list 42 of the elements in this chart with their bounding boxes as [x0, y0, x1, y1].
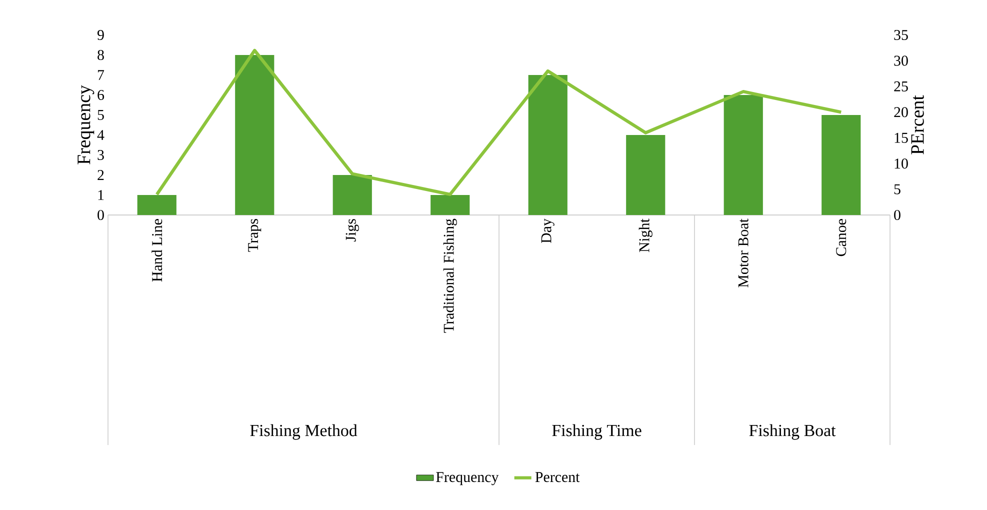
bar: [626, 135, 666, 215]
x-tick-label: Canoe: [836, 219, 846, 256]
y2-tick-label: 0: [894, 210, 900, 220]
y2-tick-label: 35: [894, 30, 908, 40]
y2-tick-label: 30: [894, 56, 908, 66]
legend-label: Percent: [535, 472, 580, 482]
y2-tick-label: 5: [894, 184, 900, 194]
y-tick-label: 6: [98, 90, 104, 100]
y-axis-title: Frequency: [78, 85, 94, 164]
y2-axis-title: PErcent: [911, 95, 924, 154]
text: Fishing Time: [552, 424, 642, 440]
text: Fishing Method: [250, 424, 358, 440]
bar: [235, 55, 274, 215]
y-tick-label: 4: [97, 130, 104, 140]
y-tick-label: 1: [98, 190, 104, 200]
line-series: [155, 48, 843, 196]
bar: [332, 175, 372, 215]
y-tick-label: 5: [98, 110, 104, 120]
x-tick-label: Motor Boat: [738, 218, 748, 288]
x-tick-label: Traps: [248, 219, 262, 252]
y-tick-label: 3: [98, 150, 104, 160]
bar: [137, 195, 176, 215]
x-tick-label: Traditional Fishing: [443, 218, 457, 333]
y-tick-label: 9: [97, 30, 104, 40]
bar: [724, 95, 763, 215]
x-tick-label: Day: [541, 218, 554, 243]
x-tick-label: Hand Line: [152, 219, 162, 282]
y2-tick-label: 25: [894, 81, 908, 92]
y-tick-label: 2: [98, 170, 104, 180]
y2-tick-label: 15: [894, 132, 908, 143]
legend-label: Frequency: [436, 472, 499, 486]
bar: [822, 115, 861, 215]
bar: [528, 75, 568, 215]
y-tick-label: 8: [98, 50, 104, 60]
y2-tick-label: 10: [894, 158, 908, 169]
bar: [430, 195, 470, 215]
y-tick-label: 7: [98, 70, 104, 80]
x-tick-label: Jigs: [346, 219, 359, 242]
y2-tick-label: 20: [894, 107, 908, 118]
y-tick-label: 0: [98, 210, 104, 220]
x-tick-label: Night: [638, 218, 652, 252]
text: Fishing Boat: [749, 424, 836, 440]
